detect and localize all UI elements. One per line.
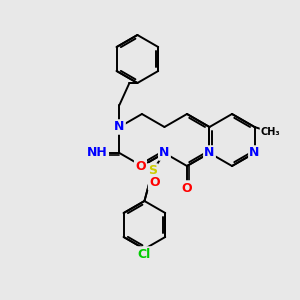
Text: O: O — [149, 176, 160, 190]
Text: N: N — [204, 146, 215, 160]
Text: CH₃: CH₃ — [261, 127, 280, 137]
Text: O: O — [135, 160, 146, 172]
Text: N: N — [159, 146, 170, 160]
Text: NH: NH — [87, 146, 108, 160]
Text: N: N — [249, 146, 260, 160]
Text: N: N — [114, 121, 124, 134]
Text: Cl: Cl — [138, 248, 151, 260]
Text: S: S — [148, 164, 157, 178]
Text: O: O — [182, 182, 192, 194]
